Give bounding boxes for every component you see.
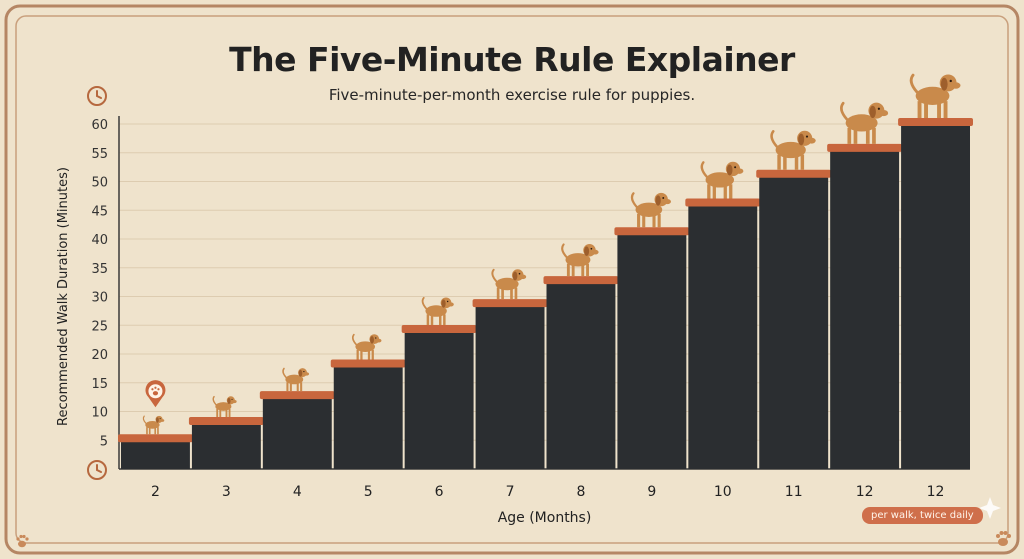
bars bbox=[118, 118, 973, 469]
step-bar bbox=[685, 198, 761, 469]
y-tick-label: 45 bbox=[91, 204, 108, 219]
puppy-icon bbox=[840, 101, 889, 144]
step-edge bbox=[472, 299, 548, 308]
bar bbox=[404, 331, 474, 469]
step-bar bbox=[401, 325, 477, 469]
step-edge bbox=[188, 417, 264, 425]
clock-icon bbox=[87, 86, 107, 106]
step-edge bbox=[898, 118, 973, 126]
y-tick-label: 25 bbox=[91, 319, 108, 334]
puppy-icon bbox=[630, 192, 671, 228]
y-tick-label: 20 bbox=[91, 348, 108, 363]
step-bar bbox=[330, 359, 406, 469]
puppy-icon bbox=[491, 268, 527, 300]
x-tick-label: 12 bbox=[856, 484, 874, 500]
y-axis-title: Recommended Walk Duration (Minutes) bbox=[56, 167, 71, 426]
bar bbox=[191, 423, 261, 469]
bar bbox=[688, 204, 758, 469]
step-bar bbox=[118, 434, 193, 469]
puppy-icon bbox=[351, 333, 382, 360]
y-tick-label: 35 bbox=[91, 262, 108, 277]
step-bar bbox=[259, 391, 335, 469]
bar bbox=[475, 305, 545, 469]
step-bar bbox=[614, 227, 690, 469]
step-bar bbox=[188, 417, 264, 469]
step-edge bbox=[118, 434, 193, 443]
page-title: The Five-Minute Rule Explainer bbox=[229, 40, 795, 79]
paw-pin-icon bbox=[145, 380, 166, 408]
x-tick-label: 7 bbox=[506, 484, 515, 500]
bar bbox=[546, 282, 616, 469]
step-bar bbox=[472, 299, 548, 469]
x-axis-title: Age (Months) bbox=[498, 510, 592, 526]
bar bbox=[617, 233, 687, 469]
paw-icon bbox=[996, 531, 1011, 546]
y-tick-label: 5 bbox=[100, 434, 108, 449]
step-edge bbox=[401, 325, 477, 333]
x-tick-label: 11 bbox=[785, 484, 803, 500]
x-tick-label: 12 bbox=[927, 484, 945, 500]
step-edge bbox=[259, 391, 335, 400]
puppy-icon bbox=[909, 73, 961, 118]
bar bbox=[901, 124, 970, 469]
bar bbox=[830, 149, 900, 469]
x-tick-label: 3 bbox=[222, 484, 231, 500]
y-tick-label: 30 bbox=[91, 291, 108, 306]
bar bbox=[759, 175, 829, 469]
puppy-icon bbox=[282, 367, 310, 392]
y-tick-label: 15 bbox=[91, 377, 108, 392]
y-tick-label: 10 bbox=[91, 406, 108, 421]
puppy-icon bbox=[770, 130, 816, 170]
step-edge bbox=[614, 227, 690, 236]
step-edge bbox=[685, 198, 761, 207]
x-tick-label: 4 bbox=[293, 484, 302, 500]
step-bar bbox=[898, 118, 973, 469]
step-edge bbox=[827, 143, 903, 152]
x-tick-label: 9 bbox=[647, 484, 656, 500]
y-tick-label: 60 bbox=[91, 118, 108, 133]
puppy-icon bbox=[561, 243, 599, 277]
puppy-icon bbox=[421, 296, 454, 325]
note-badge: per walk, twice daily bbox=[862, 507, 983, 524]
y-tick-label: 40 bbox=[91, 233, 108, 248]
sparkle-icon bbox=[979, 497, 1001, 519]
step-bar bbox=[827, 143, 903, 469]
bar bbox=[121, 440, 190, 469]
y-tick-label: 50 bbox=[91, 176, 108, 191]
step-bar bbox=[543, 276, 619, 469]
x-tick-label: 10 bbox=[714, 484, 732, 500]
clock-icon bbox=[87, 460, 107, 480]
puppy-icon bbox=[700, 161, 744, 199]
page-subtitle: Five-minute-per-month exercise rule for … bbox=[328, 86, 696, 104]
step-bar bbox=[756, 169, 832, 469]
bar bbox=[333, 365, 403, 469]
x-tick-label: 2 bbox=[151, 484, 160, 500]
puppy-icon bbox=[142, 415, 165, 435]
x-tick-label: 5 bbox=[364, 484, 373, 500]
step-edge bbox=[330, 359, 406, 368]
paw-icon bbox=[16, 534, 29, 548]
x-tick-label: 8 bbox=[576, 484, 585, 500]
bar bbox=[262, 397, 332, 469]
puppy-icon bbox=[212, 395, 237, 417]
step-edge bbox=[756, 169, 832, 178]
x-tick-label: 6 bbox=[435, 484, 444, 500]
y-tick-label: 55 bbox=[91, 147, 108, 162]
step-edge bbox=[543, 276, 619, 285]
